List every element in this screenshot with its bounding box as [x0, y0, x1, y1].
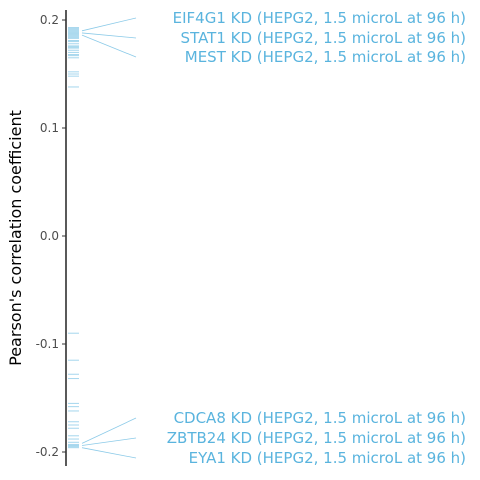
annotation-label: CDCA8 KD (HEPG2, 1.5 microL at 96 h): [174, 409, 466, 427]
annotation-leaders: [81, 17, 137, 459]
y-tick-label: 0.1: [40, 121, 59, 135]
annotation-label: EIF4G1 KD (HEPG2, 1.5 microL at 96 h): [173, 9, 466, 27]
y-tick-label: 0.0: [40, 229, 59, 243]
annotation-leader-line: [81, 34, 137, 58]
annotation-label: STAT1 KD (HEPG2, 1.5 microL at 96 h): [181, 29, 466, 47]
annotation-label: MEST KD (HEPG2, 1.5 microL at 96 h): [185, 48, 466, 66]
annotation-label: EYA1 KD (HEPG2, 1.5 microL at 96 h): [189, 449, 466, 467]
annotation-leader-line: [81, 17, 137, 32]
annotation-label: ZBTB24 KD (HEPG2, 1.5 microL at 96 h): [167, 429, 466, 447]
annotation-labels: EIF4G1 KD (HEPG2, 1.5 microL at 96 h) STA…: [167, 9, 466, 467]
y-axis-title: Pearson's correlation coefficient: [6, 110, 25, 366]
annotation-leader-line: [81, 417, 137, 444]
data-marks: [68, 27, 79, 449]
annotation-leader-line: [81, 447, 137, 459]
y-axis-ticks: 0.2 0.1 0.0 -0.1 -0.2: [36, 13, 66, 459]
y-tick-label: -0.1: [36, 337, 59, 351]
annotation-leader-line: [81, 437, 137, 446]
annotation-leader-line: [81, 32, 137, 39]
y-tick-label: -0.2: [36, 445, 59, 459]
y-tick-label: 0.2: [40, 13, 59, 27]
